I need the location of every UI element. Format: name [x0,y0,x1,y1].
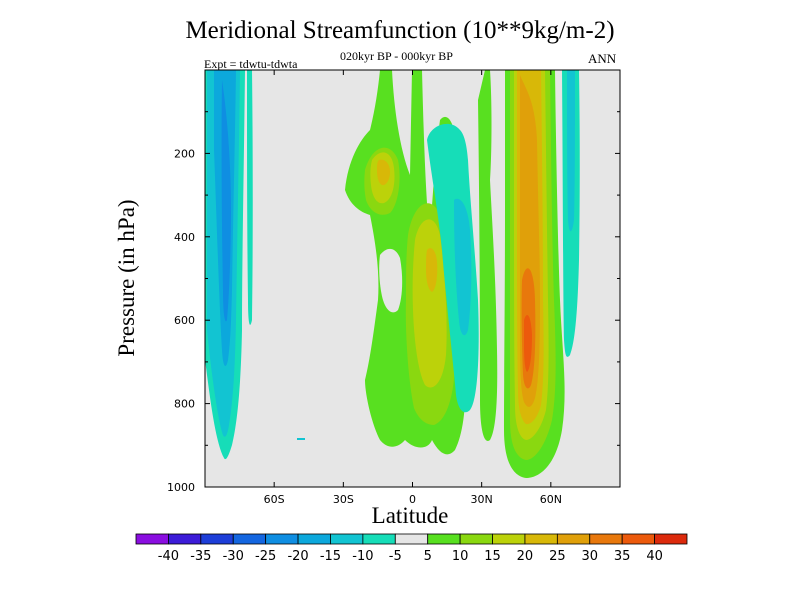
colorbar-swatch-5 [297,533,331,545]
colorbar-swatch-8 [394,533,429,545]
colorbar-swatch-15 [621,533,655,545]
x-tick-label-2: 0 [409,493,416,506]
colorbar-label-4: -20 [287,549,308,564]
y-tick-label-3: 800 [174,398,195,411]
experiment-label: Expt = tdwtu-tdwta [204,57,298,71]
colorbar-label-3: -25 [255,549,276,564]
contour-fill-sh-peak [221,80,231,322]
y-axis: 200 400 600 800 1000 [167,111,620,494]
colorbar-label-15: 40 [646,549,663,564]
colorbar-swatch-13 [556,533,591,545]
colorbar-label-0: -40 [158,549,179,564]
x-tick-label-4: 60N [540,493,562,506]
colorbar-swatch-9 [427,533,461,545]
contour-fill-tropics-center3 [426,248,438,292]
contour-fill-nh-thin-inner [567,70,575,232]
colorbar-label-10: 15 [484,549,501,564]
colorbar-swatch-12 [524,533,558,545]
colorbar-swatch-6 [330,533,364,545]
colorbar-label-9: 10 [452,549,469,564]
colorbar-swatch-3 [232,533,267,545]
contour-fill-30n-inner [454,198,472,336]
y-tick-label-0: 200 [174,147,195,160]
season-label: ANN [588,51,617,66]
y-tick-label-2: 600 [174,314,195,327]
contour-fill-tropics-yellow3 [377,159,390,186]
colorbar-swatch-16 [654,533,688,545]
colorbar: -40 -35 -30 -25 -20 -15 -10 -5 5 10 15 20 25 30 35 40 [135,533,688,564]
x-tick-label-1: 30S [333,493,354,506]
colorbar-swatch-7 [362,533,396,545]
contour-fill-30n-outer [427,123,479,413]
colorbar-swatch-11 [492,533,526,545]
contour-fill-tropics-gap [379,248,403,313]
colorbar-label-2: -30 [223,549,244,564]
colorbar-label-8: 5 [424,549,432,564]
colorbar-swatch-4 [265,533,299,545]
y-axis-label: Pressure (in hPa) [114,199,139,357]
x-axis-label: Latitude [371,503,449,528]
colorbar-swatch-2 [200,533,234,545]
contour-fill-40n-green [478,70,498,441]
x-tick-label-3: 30N [471,493,493,506]
x-axis: 60S 30S 0 30N 60N [264,70,562,506]
y-tick-label-1: 400 [174,231,195,244]
colorbar-swatch-0 [135,533,169,545]
colorbar-label-1: -35 [190,549,211,564]
colorbar-label-7: -5 [389,549,402,564]
contour-fill-speck [297,438,305,440]
colorbar-label-6: -10 [352,549,373,564]
contour-fill-nh-peak [524,315,532,372]
colorbar-label-14: 35 [614,549,631,564]
colorbar-label-12: 25 [549,549,566,564]
chart-title: Meridional Streamfunction (10**9kg/m-2) [185,17,615,44]
contour-fill-sh-thin [247,70,253,325]
colorbar-swatch-10 [459,533,493,545]
y-tick-label-4: 1000 [167,481,195,494]
colorbar-label-5: -15 [320,549,341,564]
x-tick-label-0: 60S [264,493,285,506]
contour-fill-tropics-center2 [412,219,447,388]
colorbar-label-11: 20 [517,549,534,564]
chart-subtitle: 020kyr BP - 000kyr BP [340,49,453,63]
colorbar-label-13: 30 [581,549,598,564]
colorbar-swatch-14 [589,533,623,545]
contour-fill-layer [205,70,580,478]
colorbar-swatch-1 [168,533,202,545]
